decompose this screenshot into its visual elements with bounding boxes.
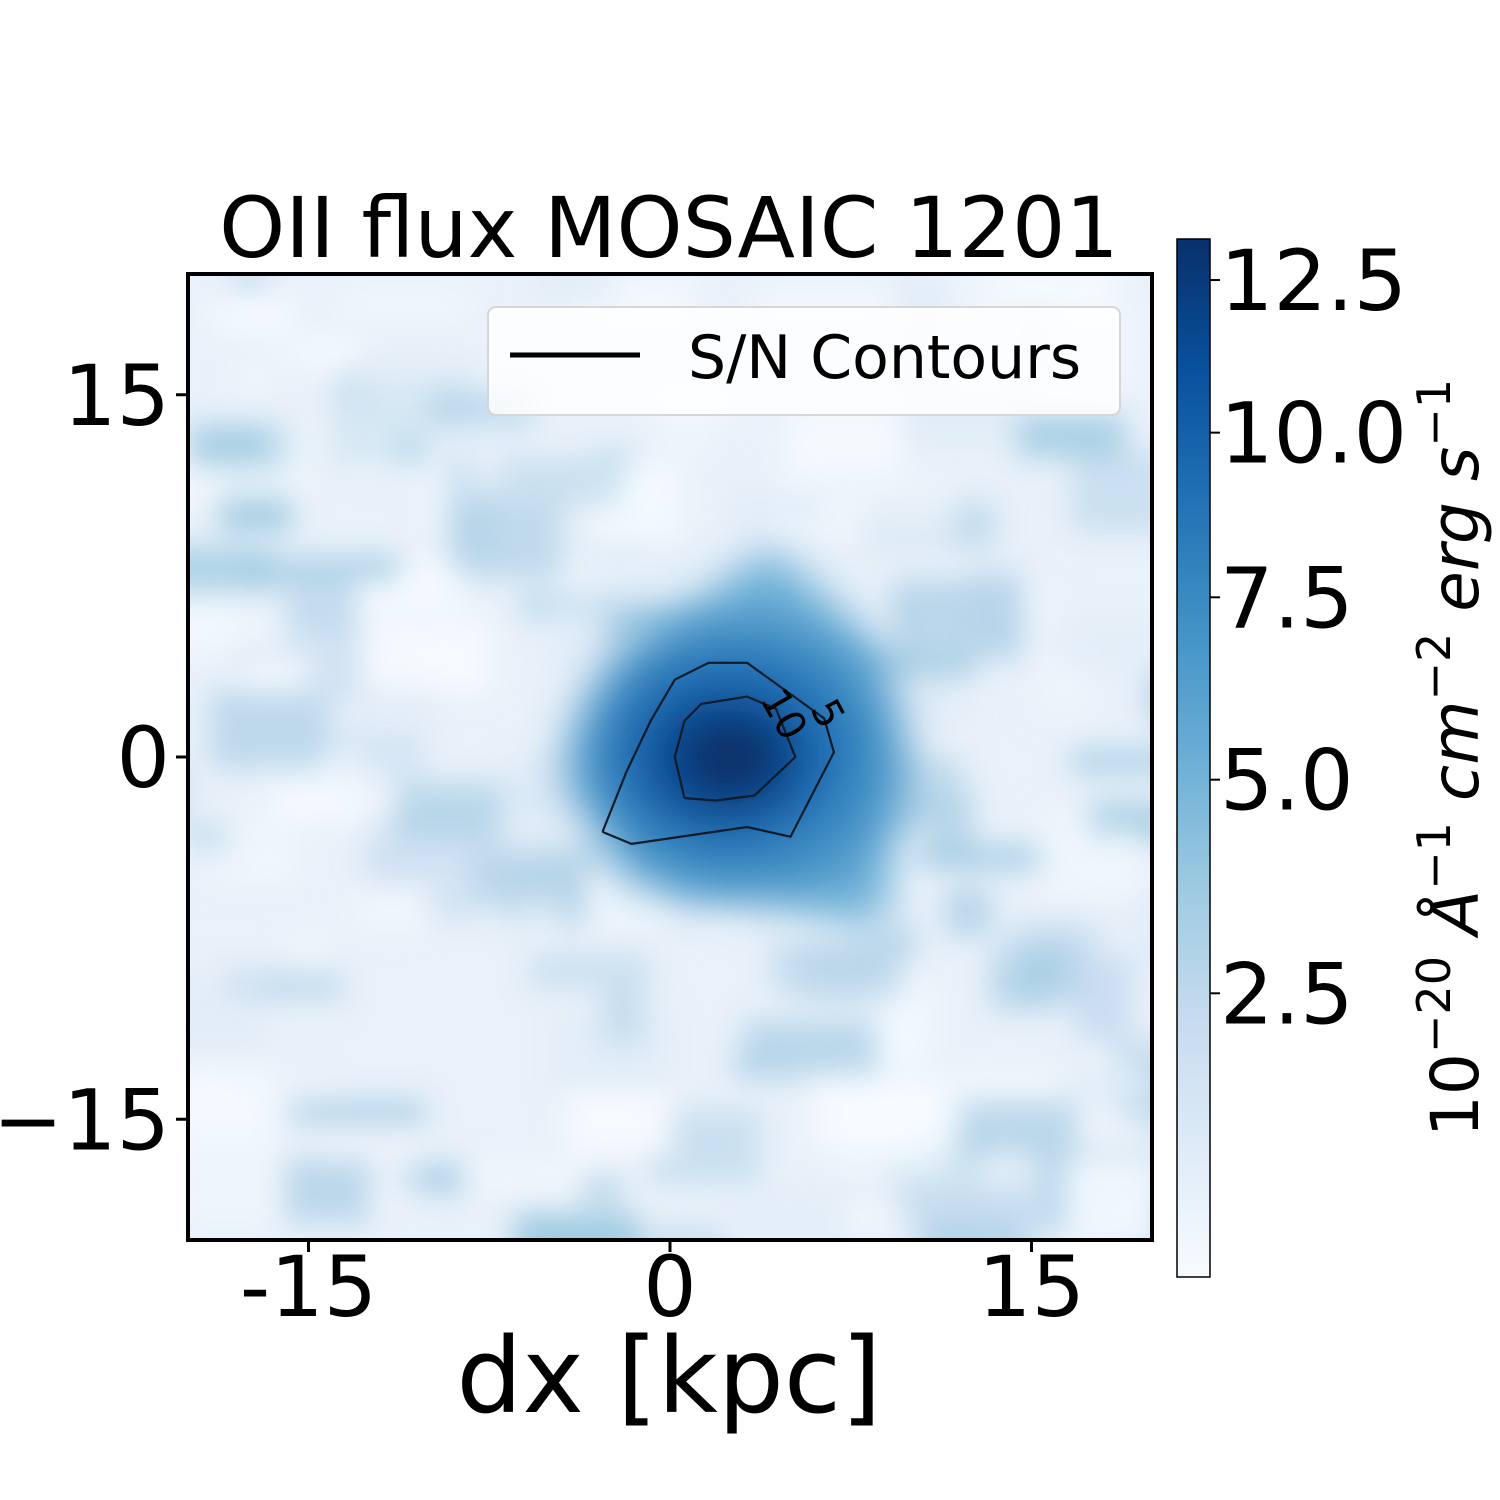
noise-patch <box>591 558 699 599</box>
noise-patch <box>602 987 645 1043</box>
noise-patch <box>496 457 623 509</box>
colorbar-label: 10−20 Å−1 cm−2 erg s−1 <box>1407 379 1494 1137</box>
core-peak <box>675 712 786 802</box>
noise-patch <box>453 505 561 579</box>
noise-patch <box>732 1054 784 1077</box>
noise-patch <box>1072 747 1152 776</box>
noise-patch <box>944 887 992 936</box>
noise-patch <box>212 297 296 334</box>
colorbar-tick-label: 2.5 <box>1220 945 1354 1043</box>
x-tick-label: 0 <box>643 1238 696 1336</box>
noise-patch <box>188 976 263 1053</box>
noise-patch <box>311 756 364 780</box>
noise-patch <box>429 891 478 917</box>
noise-patch <box>1070 450 1152 532</box>
noise-patch <box>845 1208 876 1232</box>
noise-patch <box>363 622 491 693</box>
noise-patch <box>238 810 301 877</box>
noise-patch <box>517 899 561 935</box>
noise-patch <box>338 292 473 318</box>
x-axis: -15 0 15 <box>240 1238 1085 1336</box>
colorbar-gradient <box>1176 238 1211 1278</box>
noise-patch <box>188 592 285 651</box>
noise-patch <box>290 1101 426 1125</box>
noise-patch <box>400 417 534 442</box>
noise-patch <box>897 1179 1036 1221</box>
noise-patch <box>1058 622 1152 670</box>
noise-patch <box>1038 805 1089 893</box>
colorbar-tick-label: 12.5 <box>1220 232 1407 330</box>
noise-patch <box>472 845 606 906</box>
colorbar-tick-label: 7.5 <box>1220 549 1354 647</box>
contour-line-5 <box>601 661 836 846</box>
colorbar-tick-label: 5.0 <box>1220 732 1354 830</box>
noise-patch <box>737 492 828 521</box>
emission-core <box>560 547 906 927</box>
noise-patch <box>811 1076 943 1148</box>
noise-patch <box>794 946 905 1003</box>
noise-patch <box>514 1213 639 1240</box>
noise-patch <box>210 690 329 769</box>
noise-patch <box>188 823 227 851</box>
x-axis-label: dx [kpc] <box>456 1315 881 1437</box>
noise-patch <box>395 781 506 840</box>
noise-patch <box>581 1177 621 1205</box>
noise-patch <box>271 423 394 468</box>
noise-patch <box>342 776 390 832</box>
noise-patch <box>188 1141 279 1226</box>
legend-entry-sn-contours: S/N Contours <box>688 323 1081 393</box>
noise-patch <box>1146 670 1152 723</box>
y-tick-label: 15 <box>63 347 170 445</box>
contour-line-10 <box>673 695 797 802</box>
noise-patch <box>233 274 265 293</box>
legend: S/N Contours <box>487 306 1121 416</box>
noise-patch <box>1067 1158 1152 1239</box>
noise-patch <box>566 1091 671 1155</box>
y-axis: 15 0 −15 <box>0 347 188 1169</box>
noise-patch <box>915 846 1051 869</box>
colorbar-ticks: 2.5 5.0 7.5 10.0 12.5 <box>1210 232 1407 1043</box>
noise-patch <box>188 1067 271 1141</box>
noise-patch <box>237 360 272 391</box>
noise-patch <box>1023 945 1078 992</box>
noise-patch <box>1093 1111 1132 1150</box>
noise-patch <box>463 1162 591 1191</box>
y-tick-label: 0 <box>117 709 170 807</box>
noise-patch <box>1133 893 1152 972</box>
noise-patch <box>736 1191 856 1240</box>
legend-box <box>487 306 1121 416</box>
noise-patch <box>1016 414 1126 458</box>
noise-patch <box>188 466 305 501</box>
noise-patch <box>891 579 1022 660</box>
noise-patch <box>530 952 650 989</box>
noise-patch <box>619 1225 726 1240</box>
colorbar: 2.5 5.0 7.5 10.0 12.5 10−20 Å−1 cm−2 erg s−1 <box>1176 232 1494 1278</box>
noise-patch <box>841 488 953 543</box>
chart-title: OII flux MOSAIC 1201 <box>219 179 1119 277</box>
colorbar-tick-label: 10.0 <box>1220 385 1407 483</box>
noise-patch <box>960 1099 1076 1159</box>
noise-patch <box>506 763 565 827</box>
noise-patch <box>356 885 426 930</box>
x-tick-label: -15 <box>240 1238 377 1336</box>
noise-patch <box>1076 957 1133 1045</box>
y-tick-label: −15 <box>0 1071 170 1169</box>
noise-patch <box>284 1158 372 1223</box>
x-tick-label: 15 <box>978 1238 1085 1336</box>
noise-patch <box>279 341 361 362</box>
noise-patch <box>785 408 901 476</box>
